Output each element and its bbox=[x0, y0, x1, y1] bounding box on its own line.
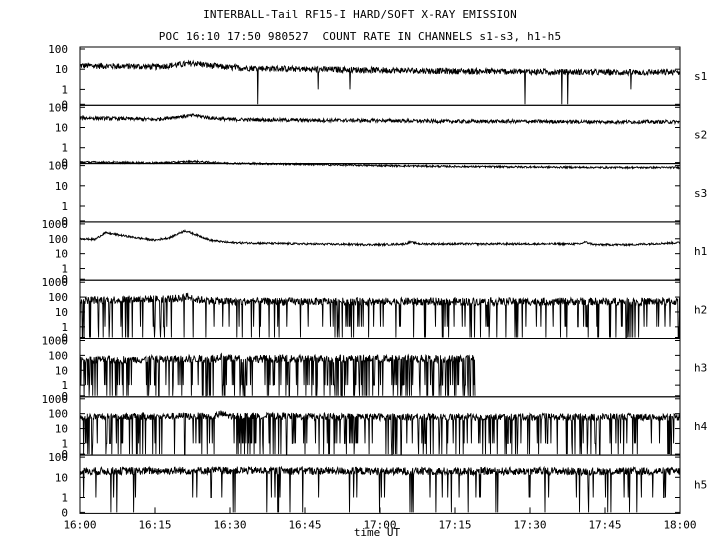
y-tick-label: 1 bbox=[61, 321, 68, 334]
y-tick-label: 0 bbox=[61, 332, 68, 345]
series-line-h1 bbox=[79, 229, 681, 248]
x-tick-label: 16:00 bbox=[63, 518, 96, 531]
channel-label-h2: h2 bbox=[694, 303, 707, 316]
y-tick-label: 10 bbox=[55, 248, 68, 261]
panel-frame bbox=[79, 46, 681, 106]
x-tick-label: 17:15 bbox=[438, 518, 471, 531]
y-tick-label: 0 bbox=[61, 506, 68, 519]
series-line-s2 bbox=[79, 112, 681, 126]
y-tick-label: 100 bbox=[48, 408, 68, 421]
series-line-h3 bbox=[79, 352, 476, 397]
y-tick-label: 1 bbox=[61, 379, 68, 392]
y-tick-label: 0 bbox=[61, 273, 68, 286]
channel-label-h4: h4 bbox=[694, 420, 708, 433]
x-tick-label: 16:45 bbox=[288, 518, 321, 531]
panel-frame bbox=[79, 163, 681, 223]
channel-label-h3: h3 bbox=[694, 362, 707, 375]
panel-frame bbox=[79, 396, 681, 456]
y-tick-label: 0 bbox=[61, 98, 68, 111]
y-tick-label: 10 bbox=[55, 180, 68, 193]
series-line-h4 bbox=[79, 410, 681, 455]
x-tick-label: 17:45 bbox=[588, 518, 621, 531]
series-line-h5 bbox=[79, 465, 681, 513]
y-tick-label: 1000 bbox=[42, 335, 69, 348]
y-tick-label: 1000 bbox=[42, 276, 69, 289]
y-tick-label: 1 bbox=[61, 83, 68, 96]
y-tick-label: 1 bbox=[61, 437, 68, 450]
y-tick-label: 10 bbox=[55, 471, 68, 484]
x-tick-label: 16:30 bbox=[213, 518, 246, 531]
y-tick-label: 100 bbox=[48, 451, 68, 464]
channel-label-s3: s3 bbox=[694, 187, 707, 200]
chart-subtitle: POC 16:10 17:50 980527 COUNT RATE IN CHA… bbox=[158, 30, 562, 43]
series-line-s3 bbox=[79, 159, 680, 171]
y-tick-label: 1 bbox=[61, 142, 68, 155]
y-tick-label: 0 bbox=[61, 157, 68, 170]
x-tick-label: 17:30 bbox=[513, 518, 546, 531]
channel-label-s1: s1 bbox=[694, 70, 707, 83]
y-tick-label: 100 bbox=[48, 349, 68, 362]
y-tick-label: 1 bbox=[61, 492, 68, 505]
panel-frame bbox=[79, 104, 681, 165]
y-tick-label: 100 bbox=[48, 291, 68, 304]
chart-title: INTERBALL-Tail RF15-I HARD/SOFT X-RAY EM… bbox=[203, 8, 517, 21]
y-tick-label: 0 bbox=[61, 448, 68, 461]
x-tick-label: 17:00 bbox=[363, 518, 396, 531]
channel-label-h5: h5 bbox=[694, 478, 707, 491]
y-tick-label: 10 bbox=[55, 306, 68, 319]
panel-frame bbox=[79, 221, 681, 281]
y-tick-label: 1 bbox=[61, 200, 68, 213]
series-line-h2 bbox=[79, 292, 681, 338]
y-tick-label: 10 bbox=[55, 423, 68, 436]
x-axis-label: time UT bbox=[354, 526, 401, 539]
y-tick-label: 1 bbox=[61, 263, 68, 276]
y-tick-label: 100 bbox=[48, 43, 68, 56]
y-tick-label: 100 bbox=[48, 160, 68, 173]
y-tick-label: 1000 bbox=[42, 218, 69, 231]
channel-label-s2: s2 bbox=[694, 128, 707, 141]
y-tick-label: 10 bbox=[55, 364, 68, 377]
y-tick-label: 10 bbox=[55, 63, 68, 76]
y-tick-label: 0 bbox=[61, 215, 68, 228]
y-tick-label: 100 bbox=[48, 233, 68, 246]
y-tick-label: 100 bbox=[48, 101, 68, 114]
y-tick-label: 1000 bbox=[42, 393, 69, 406]
y-tick-label: 0 bbox=[61, 390, 68, 403]
channel-label-h1: h1 bbox=[694, 245, 707, 258]
x-tick-label: 16:15 bbox=[138, 518, 171, 531]
x-tick-label: 18:00 bbox=[663, 518, 696, 531]
y-tick-label: 10 bbox=[55, 122, 68, 135]
series-line-s1 bbox=[79, 59, 681, 105]
